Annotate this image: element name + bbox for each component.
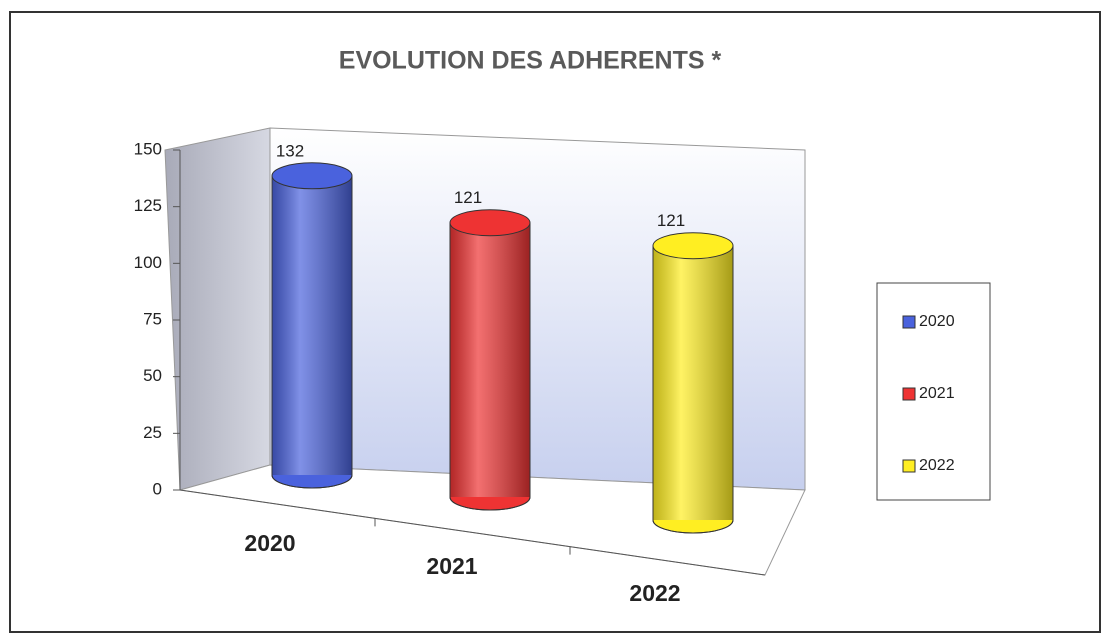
legend-label: 2021 bbox=[919, 385, 955, 402]
value-label: 132 bbox=[276, 141, 304, 160]
chart-title: EVOLUTION DES ADHERENTS * bbox=[339, 47, 722, 75]
x-tick-label: 2021 bbox=[426, 553, 477, 579]
y-tick-label: 125 bbox=[134, 196, 162, 215]
y-tick-label: 100 bbox=[134, 253, 162, 272]
bar-shade bbox=[653, 245, 733, 520]
legend-label: 2022 bbox=[919, 457, 955, 474]
y-tick-label: 75 bbox=[143, 309, 162, 328]
value-label: 121 bbox=[657, 211, 685, 230]
bar-shade bbox=[272, 175, 352, 476]
y-tick-label: 0 bbox=[153, 479, 162, 498]
side-wall bbox=[164, 127, 271, 491]
value-label: 121 bbox=[454, 188, 482, 207]
bar-outline bbox=[652, 245, 734, 534]
x-tick-label: 2020 bbox=[244, 530, 295, 556]
bar-shade bbox=[450, 222, 530, 497]
bar-outline bbox=[271, 175, 353, 489]
y-tick-label: 150 bbox=[134, 139, 162, 158]
legend-swatch bbox=[902, 315, 916, 329]
bar-top bbox=[271, 162, 353, 190]
bar-outline bbox=[449, 222, 531, 511]
legend-swatch bbox=[902, 387, 916, 401]
x-axis bbox=[179, 489, 766, 576]
y-tick-label: 50 bbox=[143, 366, 162, 385]
legend bbox=[876, 282, 991, 501]
legend-label: 2020 bbox=[919, 313, 955, 330]
x-tick-label: 2022 bbox=[629, 580, 680, 606]
legend-swatch bbox=[902, 459, 916, 473]
y-tick-label: 25 bbox=[143, 423, 162, 442]
bar-top bbox=[652, 232, 734, 260]
bar-top bbox=[449, 209, 531, 237]
